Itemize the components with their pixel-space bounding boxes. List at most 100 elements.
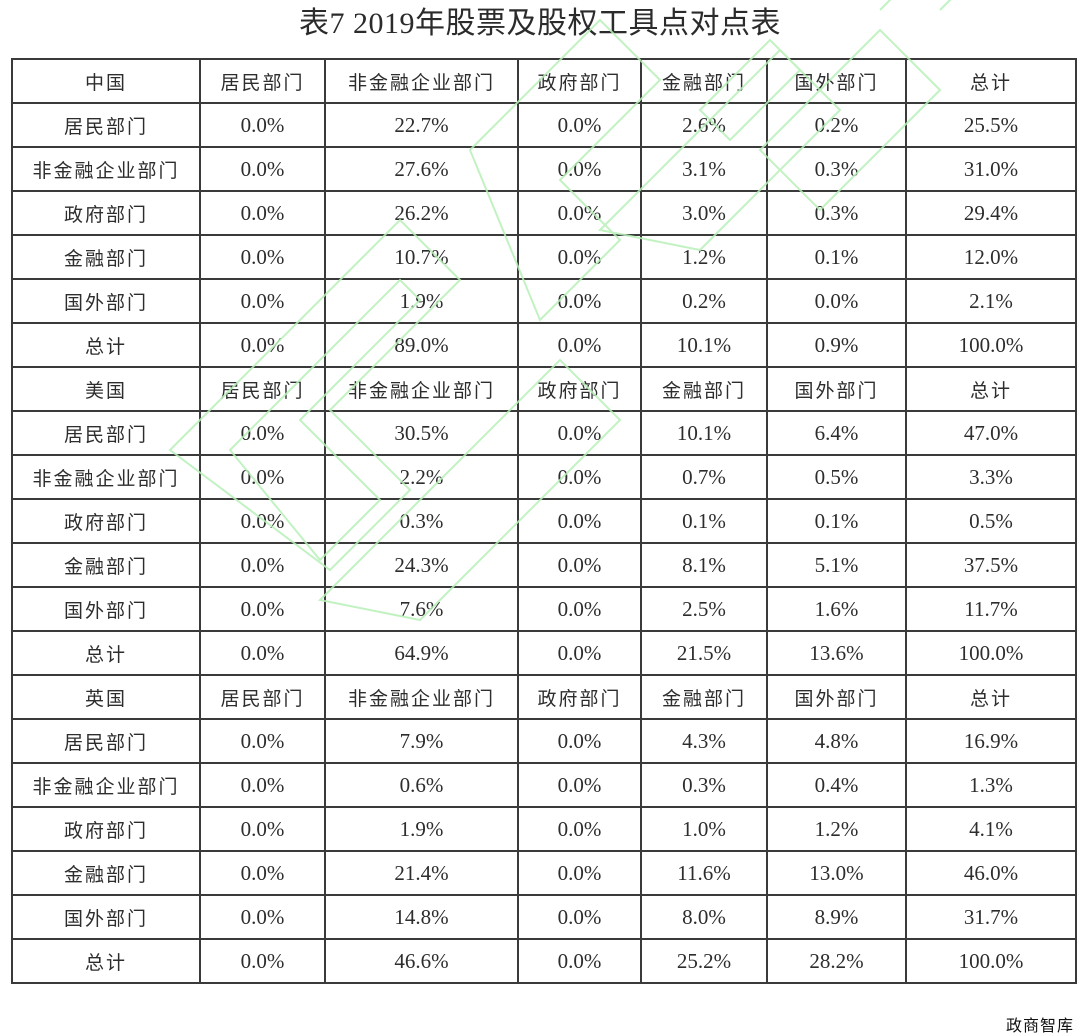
column-header: 政府部门 [517, 674, 642, 720]
table-cell: 1.9% [324, 806, 519, 852]
table-cell: 26.2% [324, 190, 519, 236]
table-cell: 0.0% [199, 718, 326, 764]
table-cell: 0.5% [766, 454, 907, 500]
column-header: 国外部门 [766, 58, 907, 104]
table-cell: 30.5% [324, 410, 519, 456]
table-cell: 0.0% [517, 454, 642, 500]
table-row: 政府部门 0.0% 1.9% 0.0% 1.0% 1.2% 4.1% [11, 806, 1077, 852]
table-cell: 0.0% [199, 322, 326, 368]
table-cell: 2.6% [640, 102, 768, 148]
table-cell: 0.0% [199, 762, 326, 808]
table-cell: 4.1% [905, 806, 1077, 852]
row-label: 居民部门 [11, 102, 201, 148]
row-label: 居民部门 [11, 410, 201, 456]
table-cell: 25.5% [905, 102, 1077, 148]
table-row: 政府部门 0.0% 26.2% 0.0% 3.0% 0.3% 29.4% [11, 190, 1077, 236]
table-row: 总计 0.0% 89.0% 0.0% 10.1% 0.9% 100.0% [11, 322, 1077, 368]
table-cell: 0.0% [199, 498, 326, 544]
table-cell: 0.0% [517, 938, 642, 984]
table-cell: 10.1% [640, 410, 768, 456]
table-row: 非金融企业部门 0.0% 27.6% 0.0% 3.1% 0.3% 31.0% [11, 146, 1077, 192]
table-cell: 11.7% [905, 586, 1077, 632]
table-cell: 0.2% [766, 102, 907, 148]
table-cell: 2.5% [640, 586, 768, 632]
column-header: 非金融企业部门 [324, 58, 519, 104]
row-label: 金融部门 [11, 850, 201, 896]
table-cell: 0.0% [517, 586, 642, 632]
column-header: 政府部门 [517, 58, 642, 104]
column-header: 金融部门 [640, 366, 768, 412]
table-cell: 0.0% [199, 234, 326, 280]
column-header: 居民部门 [199, 58, 326, 104]
table-cell: 25.2% [640, 938, 768, 984]
table-cell: 0.0% [517, 322, 642, 368]
table-cell: 0.0% [517, 718, 642, 764]
table-cell: 0.1% [640, 498, 768, 544]
table-row: 总计 0.0% 46.6% 0.0% 25.2% 28.2% 100.0% [11, 938, 1077, 984]
section-header-row: 中国 居民部门 非金融企业部门 政府部门 金融部门 国外部门 总计 [11, 58, 1077, 104]
row-label: 国外部门 [11, 894, 201, 940]
table-cell: 31.7% [905, 894, 1077, 940]
table-cell: 0.0% [199, 806, 326, 852]
table-cell: 0.0% [199, 454, 326, 500]
table-row: 政府部门 0.0% 0.3% 0.0% 0.1% 0.1% 0.5% [11, 498, 1077, 544]
table-cell: 0.0% [199, 146, 326, 192]
table-cell: 1.0% [640, 806, 768, 852]
table-row: 金融部门 0.0% 21.4% 0.0% 11.6% 13.0% 46.0% [11, 850, 1077, 896]
point-to-point-table: 中国 居民部门 非金融企业部门 政府部门 金融部门 国外部门 总计 居民部门 0.0% 22.7%… [11, 58, 1077, 984]
table-cell: 0.3% [766, 146, 907, 192]
table-cell: 28.2% [766, 938, 907, 984]
table-cell: 64.9% [324, 630, 519, 676]
column-header: 居民部门 [199, 674, 326, 720]
table-cell: 0.5% [905, 498, 1077, 544]
table-cell: 12.0% [905, 234, 1077, 280]
table-cell: 0.0% [517, 894, 642, 940]
table-cell: 0.0% [199, 542, 326, 588]
table-cell: 1.2% [640, 234, 768, 280]
section-header-row: 美国 居民部门 非金融企业部门 政府部门 金融部门 国外部门 总计 [11, 366, 1077, 412]
table-cell: 31.0% [905, 146, 1077, 192]
table-cell: 0.0% [199, 586, 326, 632]
row-label: 金融部门 [11, 234, 201, 280]
table-cell: 100.0% [905, 630, 1077, 676]
table-cell: 0.3% [324, 498, 519, 544]
column-header: 国外部门 [766, 674, 907, 720]
row-label: 总计 [11, 630, 201, 676]
table-cell: 1.6% [766, 586, 907, 632]
row-label: 国外部门 [11, 586, 201, 632]
table-cell: 46.6% [324, 938, 519, 984]
country-label: 中国 [11, 58, 201, 104]
table-cell: 37.5% [905, 542, 1077, 588]
column-header: 总计 [905, 58, 1077, 104]
table-cell: 1.3% [905, 762, 1077, 808]
table-cell: 21.4% [324, 850, 519, 896]
table-row: 国外部门 0.0% 7.6% 0.0% 2.5% 1.6% 11.7% [11, 586, 1077, 632]
column-header: 居民部门 [199, 366, 326, 412]
table-cell: 0.0% [517, 410, 642, 456]
table-cell: 0.0% [199, 894, 326, 940]
column-header: 政府部门 [517, 366, 642, 412]
table-row: 国外部门 0.0% 1.9% 0.0% 0.2% 0.0% 2.1% [11, 278, 1077, 324]
row-label: 居民部门 [11, 718, 201, 764]
table-cell: 47.0% [905, 410, 1077, 456]
table-row: 总计 0.0% 64.9% 0.0% 21.5% 13.6% 100.0% [11, 630, 1077, 676]
table-cell: 100.0% [905, 938, 1077, 984]
table-cell: 0.0% [199, 630, 326, 676]
table-cell: 0.0% [517, 278, 642, 324]
row-label: 非金融企业部门 [11, 454, 201, 500]
column-header: 总计 [905, 366, 1077, 412]
section-header-row: 英国 居民部门 非金融企业部门 政府部门 金融部门 国外部门 总计 [11, 674, 1077, 720]
row-label: 政府部门 [11, 498, 201, 544]
table-cell: 0.7% [640, 454, 768, 500]
table-row: 非金融企业部门 0.0% 2.2% 0.0% 0.7% 0.5% 3.3% [11, 454, 1077, 500]
table-cell: 89.0% [324, 322, 519, 368]
table-cell: 10.7% [324, 234, 519, 280]
table-cell: 0.0% [517, 806, 642, 852]
table-cell: 0.0% [517, 146, 642, 192]
table-cell: 7.6% [324, 586, 519, 632]
table-cell: 0.6% [324, 762, 519, 808]
table-row: 居民部门 0.0% 7.9% 0.0% 4.3% 4.8% 16.9% [11, 718, 1077, 764]
column-header: 金融部门 [640, 674, 768, 720]
table-cell: 7.9% [324, 718, 519, 764]
table-cell: 0.1% [766, 498, 907, 544]
